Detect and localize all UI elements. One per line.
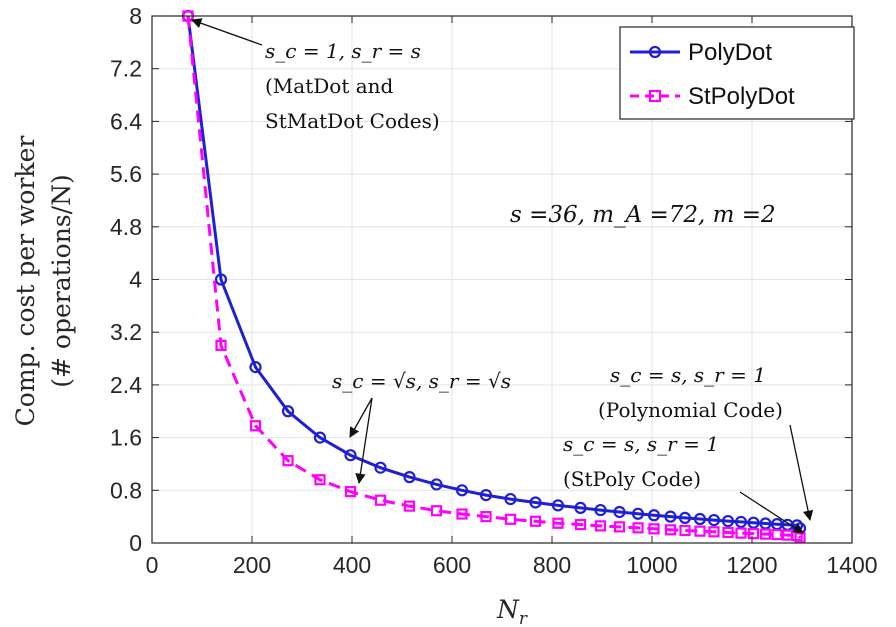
annotation-top-line2: (MatDot and [265,74,394,98]
series-line [186,15,801,539]
data-point [735,527,747,539]
data-point [747,528,760,540]
data-point [722,526,734,539]
x-tick-label: 0 [146,552,159,578]
data-point [771,529,783,541]
x-tick-label: 1000 [626,552,677,578]
y-axis-label-line1: Comp. cost per worker [11,136,40,427]
annotation-right2-line1: s_c = s, s_r = 1 [563,432,719,456]
data-point [374,461,387,474]
annotation-right1-arrow [789,424,814,522]
data-point [249,361,262,374]
legend: PolyDot StPolyDot [619,26,855,120]
data-point [632,522,644,534]
data-point [707,513,721,527]
x-axis-label: Nr [496,595,528,627]
ticks: 0 200 400 600 800 1000 1200 1400 0 0.8 1.6 2.4 3.2 4 4… [110,3,878,578]
data-point [613,521,626,533]
data-point [282,455,294,467]
y-tick-label: 0.8 [110,477,142,503]
data-point [529,496,542,509]
x-tick-label: 600 [433,552,471,578]
data-point [747,516,760,529]
annotation-params: s =36, m_A =72, m =2 [510,202,776,228]
y-axis-label-line2: (# operations/N) [47,174,76,387]
series-line [186,15,802,530]
data-point [430,478,443,491]
legend-box [619,26,855,120]
annotation-right2-arrow [739,491,804,534]
data-point [344,486,357,498]
data-point [664,524,677,536]
data-point [679,524,691,537]
data-point [504,492,517,506]
annotation-right2-line2: (StPoly Code) [563,467,701,491]
annotation-right1-line2: (Polynomial Code) [598,398,783,422]
annotation-top-line1: s_c = 1, s_r = s [265,39,421,63]
data-point [594,520,607,532]
y-tick-label: 0 [129,530,142,556]
data-point [314,474,326,486]
data-point [479,489,493,502]
data-point [551,499,565,512]
data-point [693,512,707,526]
data-point [214,273,228,286]
y-tick-label: 3.2 [110,319,142,345]
data-point [594,503,607,517]
data-point [708,526,720,538]
legend-polydot-label: PolyDot [688,39,772,66]
data-point [721,514,735,528]
annotation-top-line3: StMatDot Codes) [265,109,440,133]
x-tick-label: 1400 [826,552,877,578]
data-point [648,523,660,535]
data-point [678,511,692,525]
annotation-mid: s_c = √s, s_r = √s [332,369,511,393]
data-point [249,420,262,432]
y-tick-label: 8 [129,3,142,29]
data-point [647,509,661,522]
data-point [552,517,564,529]
data-point [759,528,772,540]
y-tick-label: 7.2 [110,56,142,82]
y-tick-label: 6.4 [110,108,142,134]
data-point [574,501,587,514]
data-point [759,517,772,530]
data-point [344,449,357,462]
data-point [664,510,677,523]
data-point [455,484,469,497]
annotation-mid-arrow-2 [355,397,373,485]
x-tick-label: 1200 [726,552,777,578]
data-point [403,500,416,512]
data-point [504,513,517,525]
x-tick-label: 200 [233,552,271,578]
data-point [694,525,706,537]
data-point [281,405,295,418]
annotation-mid-arrow-1 [349,397,373,438]
data-point [529,515,542,527]
data-point [313,431,327,444]
data-point [215,339,227,351]
legend-stpolydot-label: StPolyDot [688,83,795,110]
y-tick-label: 1.6 [110,425,142,451]
annotation-right1-line1: s_c = s, s_r = 1 [610,363,766,387]
y-tick-label: 4 [129,267,142,293]
data-point [613,505,626,519]
x-tick-label: 400 [333,552,371,578]
y-tick-label: 4.8 [110,214,142,240]
y-tick-label: 2.4 [110,372,142,398]
y-tick-label: 5.6 [110,161,142,187]
data-point [374,494,387,506]
legend-polydot-marker [648,45,662,59]
data-point [456,508,468,520]
data-point [734,515,748,529]
data-point [480,511,492,523]
data-point [430,505,443,517]
x-tick-label: 800 [533,552,571,578]
legend-stpolydot-marker [648,89,662,103]
data-point [574,518,587,531]
data-point [403,471,416,484]
annotation-top-arrow [191,18,263,46]
data-point [631,507,645,520]
